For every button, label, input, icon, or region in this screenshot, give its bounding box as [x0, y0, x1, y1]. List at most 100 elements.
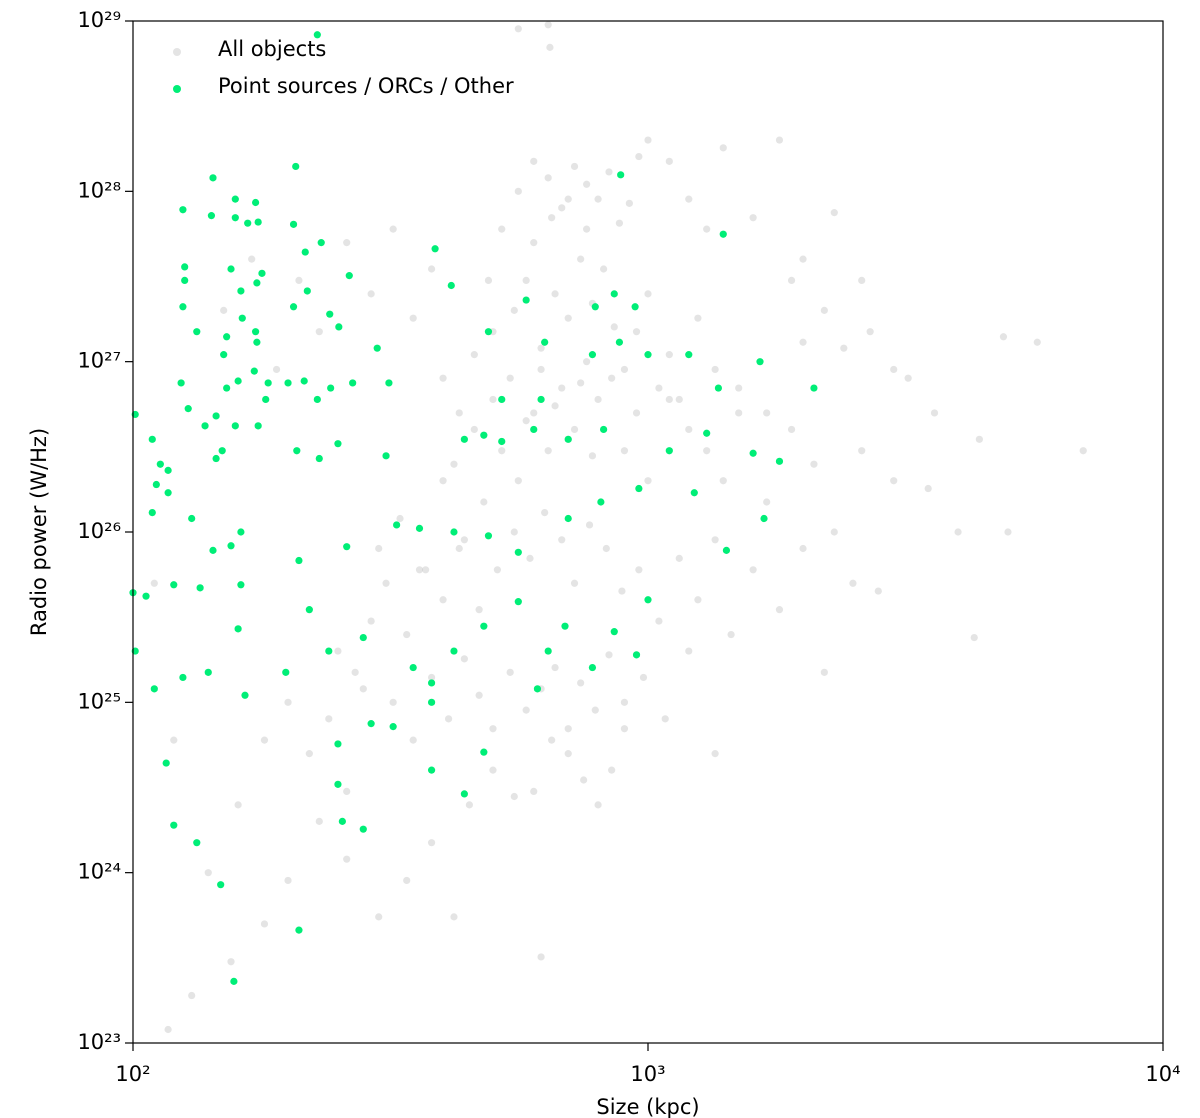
point: [890, 365, 898, 374]
point: [305, 750, 313, 758]
point: [541, 338, 549, 346]
point: [665, 157, 673, 165]
point: [558, 204, 566, 212]
point: [484, 276, 493, 284]
point: [427, 679, 436, 687]
point: [564, 514, 572, 523]
point: [498, 395, 506, 404]
point: [631, 303, 639, 311]
point: [514, 477, 522, 485]
point: [325, 715, 333, 723]
point: [179, 673, 187, 682]
point: [480, 431, 488, 439]
point: [591, 303, 599, 311]
x-tick-label: 10²: [115, 1062, 150, 1086]
point: [450, 647, 458, 655]
point: [439, 596, 447, 604]
point: [295, 556, 303, 565]
point: [367, 617, 375, 625]
point: [231, 195, 239, 203]
point: [719, 477, 727, 485]
point: [188, 991, 196, 1000]
point: [439, 374, 447, 382]
point: [570, 579, 579, 587]
point: [605, 651, 613, 659]
point: [597, 498, 605, 506]
point: [489, 725, 497, 733]
point: [703, 429, 711, 437]
point: [610, 628, 618, 636]
legend-marker: [173, 48, 181, 56]
point: [484, 532, 493, 540]
point: [763, 409, 771, 417]
point: [152, 480, 160, 489]
point: [301, 248, 309, 256]
point: [427, 265, 436, 273]
point: [367, 720, 375, 728]
point: [315, 454, 323, 463]
point: [644, 596, 652, 604]
point: [177, 379, 185, 387]
y-tick-label: 10²⁴: [77, 860, 121, 884]
point: [954, 528, 962, 536]
point: [756, 358, 764, 366]
point: [775, 606, 784, 614]
point: [522, 706, 530, 714]
point: [820, 668, 828, 676]
point: [181, 276, 189, 284]
point: [150, 579, 158, 587]
point: [238, 314, 246, 322]
point: [548, 214, 556, 222]
point: [610, 290, 618, 298]
point: [537, 344, 545, 352]
point: [343, 239, 351, 247]
point: [493, 566, 501, 574]
point: [830, 209, 838, 217]
point: [382, 579, 390, 587]
point: [849, 579, 857, 587]
point: [460, 790, 468, 798]
point: [375, 913, 383, 921]
point: [209, 546, 217, 554]
point: [335, 323, 343, 331]
point: [284, 876, 292, 885]
legend-label: Point sources / ORCs / Other: [218, 74, 514, 98]
point: [594, 195, 602, 203]
point: [162, 759, 170, 767]
point: [727, 630, 735, 639]
point: [367, 290, 375, 298]
point: [164, 1025, 172, 1034]
point: [866, 328, 874, 336]
point: [600, 265, 608, 273]
point: [470, 351, 478, 359]
point: [289, 303, 298, 311]
point: [522, 417, 530, 425]
point: [170, 736, 178, 744]
point: [703, 225, 711, 233]
point: [181, 263, 189, 271]
point: [514, 187, 522, 195]
point: [305, 606, 313, 614]
point: [583, 225, 591, 233]
point: [810, 384, 818, 392]
point: [685, 195, 693, 203]
point: [588, 351, 597, 359]
point: [625, 199, 633, 207]
point: [644, 136, 652, 144]
point: [415, 566, 424, 574]
point: [685, 351, 693, 359]
point: [142, 592, 150, 600]
point: [749, 566, 757, 574]
point: [179, 303, 187, 311]
point: [325, 647, 333, 655]
plot-area: [133, 21, 1163, 1043]
point: [530, 157, 538, 165]
point: [403, 630, 411, 639]
point: [349, 379, 357, 387]
point: [635, 484, 643, 493]
point: [427, 698, 436, 706]
y-tick-label: 10²³: [77, 1030, 121, 1054]
point: [570, 425, 579, 434]
point: [231, 422, 239, 430]
point: [514, 548, 522, 556]
